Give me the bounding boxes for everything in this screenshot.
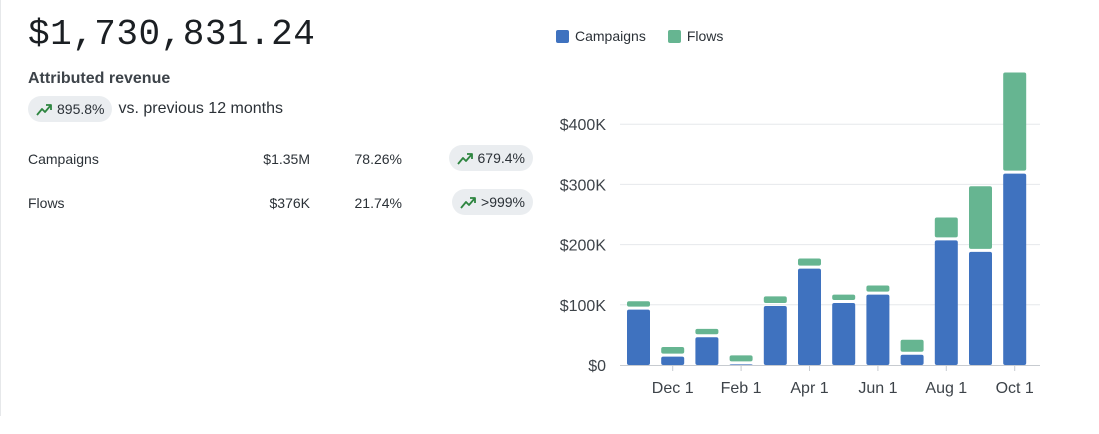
legend-item-campaigns[interactable]: Campaigns <box>556 28 646 44</box>
trend-up-icon <box>456 153 473 165</box>
change-badge: 895.8% <box>28 96 113 122</box>
y-tick-label: $100K <box>560 298 607 315</box>
bar-campaigns <box>729 364 753 365</box>
comparison-row: 895.8% vs. previous 12 months <box>28 96 283 122</box>
bar-flows <box>763 296 787 304</box>
trend-up-icon <box>460 197 476 209</box>
bar-flows <box>934 217 958 238</box>
bar-campaigns <box>798 268 821 365</box>
bar-flows <box>969 186 992 249</box>
breakdown-share: 78.26% <box>354 151 402 167</box>
y-tick-label: $200K <box>560 238 607 255</box>
x-tick-label: Dec 1 <box>652 380 694 397</box>
bar-campaigns <box>627 309 650 365</box>
bar-flows <box>1003 72 1027 171</box>
breakdown-change-badge: 679.4% <box>448 145 533 171</box>
x-tick-label: Apr 1 <box>790 380 828 397</box>
x-tick-label: Jun 1 <box>858 380 897 397</box>
legend-swatch-flows <box>667 29 681 43</box>
bar-campaigns <box>661 356 685 365</box>
breakdown-name: Campaigns <box>28 151 99 167</box>
bar-flows <box>832 294 856 300</box>
bar-campaigns <box>695 337 719 365</box>
bar-campaigns <box>934 240 958 365</box>
chart-legend: Campaigns Flows <box>556 28 723 44</box>
bar-campaigns <box>763 306 787 365</box>
bar-flows <box>900 339 924 352</box>
attributed-revenue-label: Attributed revenue <box>28 70 171 87</box>
bar-campaigns <box>900 354 924 365</box>
breakdown-change: >999% <box>481 194 525 210</box>
bar-flows <box>866 285 890 292</box>
legend-item-flows[interactable]: Flows <box>667 28 724 44</box>
x-tick-label: Aug 1 <box>925 380 967 397</box>
legend-swatch-campaigns <box>556 29 569 43</box>
comparison-period-text: vs. previous 12 months <box>118 100 284 117</box>
bar-campaigns <box>1003 173 1027 365</box>
total-revenue-value: $1,730,831.24 <box>28 14 316 55</box>
legend-label: Flows <box>686 28 724 44</box>
bar-flows <box>661 346 685 354</box>
bar-flows <box>798 258 821 266</box>
breakdown-name: Flows <box>28 195 65 211</box>
bar-campaigns <box>832 302 856 365</box>
trend-up-icon <box>36 104 52 116</box>
breakdown-change: 679.4% <box>477 150 525 166</box>
x-tick-label: Oct 1 <box>996 380 1034 397</box>
breakdown-amount: $1.35M <box>263 151 310 167</box>
breakdown-share: 21.74% <box>354 195 402 211</box>
left-divider <box>0 0 1 416</box>
y-tick-label: $300K <box>560 177 607 194</box>
bar-flows <box>695 328 719 335</box>
x-tick-label: Feb 1 <box>721 380 762 397</box>
bar-flows <box>627 301 650 307</box>
bar-campaigns <box>866 294 890 365</box>
bar-campaigns <box>969 251 992 365</box>
breakdown-amount: $376K <box>269 195 310 211</box>
breakdown-change-badge: >999% <box>452 189 533 215</box>
y-tick-label: $0 <box>588 358 606 375</box>
y-tick-label: $400K <box>560 117 607 134</box>
legend-label: Campaigns <box>575 28 646 44</box>
change-percentage: 895.8% <box>57 101 105 117</box>
bar-flows <box>729 355 753 362</box>
breakdown-row-flows: Flows $376K 21.74% >999% <box>28 189 533 217</box>
breakdown-row-campaigns: Campaigns $1.35M 78.26% 679.4% <box>28 145 533 173</box>
